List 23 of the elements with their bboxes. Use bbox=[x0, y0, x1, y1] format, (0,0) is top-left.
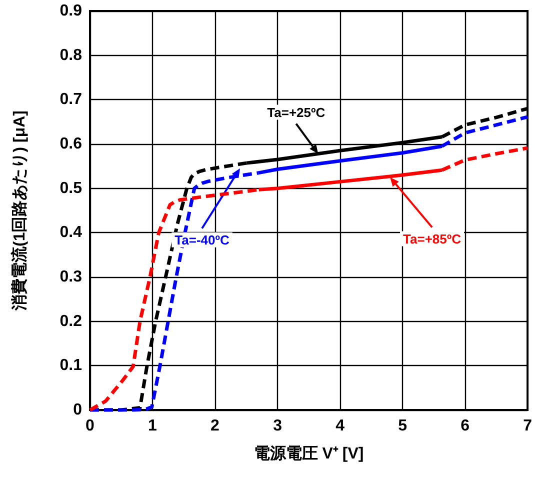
x-axis-title: 電源電圧 V⁺ [V] bbox=[254, 444, 364, 462]
x-tick-label: 6 bbox=[460, 418, 470, 434]
x-tick-label: 2 bbox=[210, 418, 220, 434]
y-tick-label: 0.6 bbox=[60, 136, 82, 152]
x-tick-label: 3 bbox=[273, 418, 282, 434]
y-tick-label: 0.3 bbox=[60, 268, 82, 286]
y-axis-title: 消費電流(1回路あたり) [μA] bbox=[10, 110, 28, 312]
annotation: Ta=-40ºC bbox=[174, 232, 230, 248]
y-tick-label: 0.2 bbox=[60, 312, 82, 330]
x-tick-label: 5 bbox=[398, 418, 408, 434]
y-tick-label: 0.5 bbox=[60, 180, 82, 197]
y-tick-label: 0.1 bbox=[60, 357, 82, 374]
y-tick-label: 0 bbox=[73, 402, 82, 418]
annotation: Ta=+25ºC bbox=[267, 104, 326, 120]
y-tick-label: 0.7 bbox=[60, 91, 82, 108]
annotation: Ta=+85ºC bbox=[403, 231, 462, 246]
x-tick-label: 0 bbox=[86, 418, 95, 434]
y-tick-label: 0.8 bbox=[60, 46, 82, 64]
y-tick-label: 0.4 bbox=[60, 224, 82, 242]
x-tick-label: 4 bbox=[336, 418, 345, 434]
x-tick-label: 7 bbox=[523, 418, 532, 434]
y-tick-label: 0.9 bbox=[60, 2, 82, 20]
x-tick-label: 1 bbox=[148, 418, 158, 434]
